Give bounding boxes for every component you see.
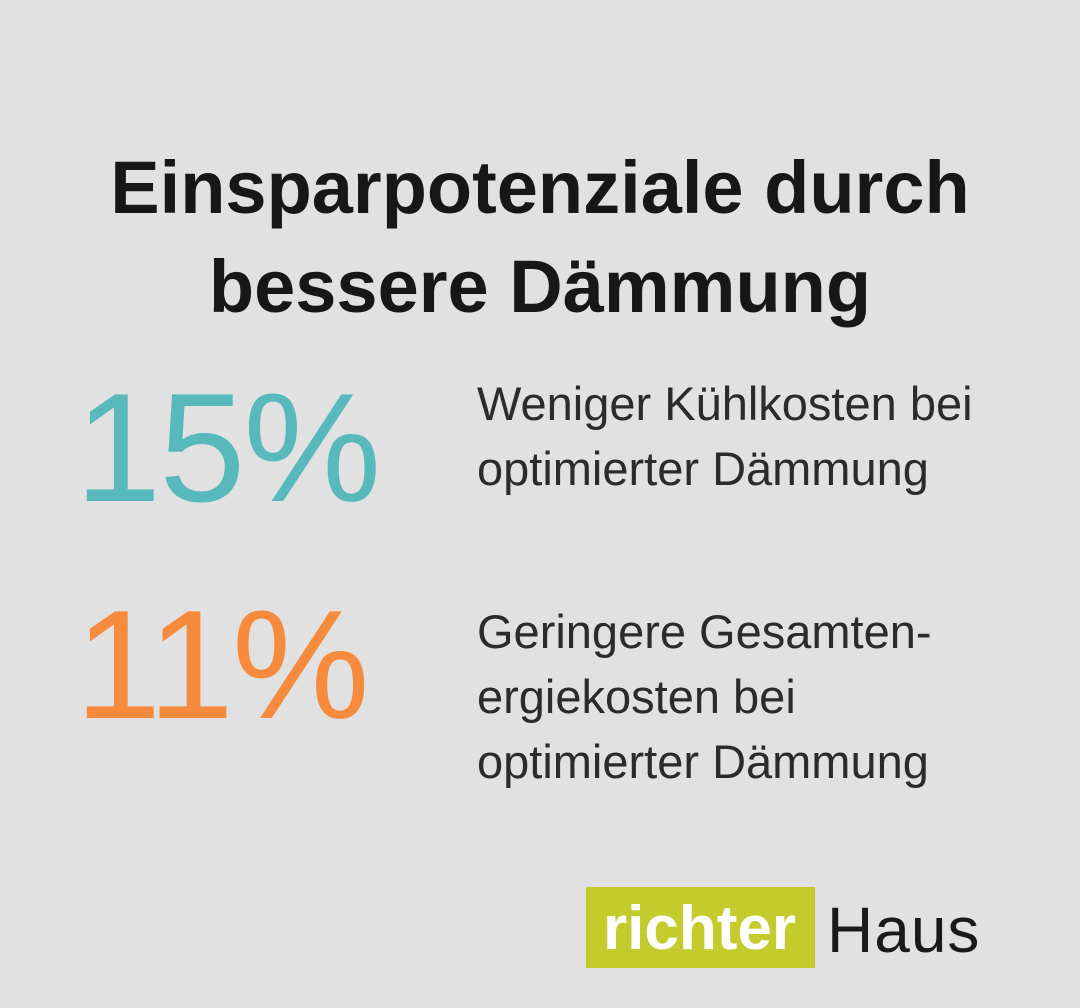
stat-value-total-energy-costs: 11% [75,578,370,751]
stat-description-total-energy-costs: Geringere Gesamten- ergiekosten bei opti… [477,599,932,794]
logo-wordmark-richter: richter [603,894,796,963]
stat-description-line: optimierter Dämmung [477,735,929,788]
stat-value-cooling-costs: 15% [75,361,381,534]
stat-description-cooling-costs: Weniger Kühlkosten bei optimierter Dämmu… [477,371,973,501]
infographic-title: Einsparpotenziale durch bessere Dämmung [0,138,1080,336]
logo-wordmark-haus: Haus [827,894,981,966]
stat-description-line: Weniger Kühlkosten bei [477,377,973,430]
stat-description-line: ergiekosten bei [477,670,796,723]
title-line-1: Einsparpotenziale durch [110,145,970,229]
richter-haus-logo: richter [586,887,815,968]
title-line-2: bessere Dämmung [208,244,872,328]
stat-description-line: Geringere Gesamten- [477,605,932,658]
stat-description-line: optimierter Dämmung [477,442,929,495]
